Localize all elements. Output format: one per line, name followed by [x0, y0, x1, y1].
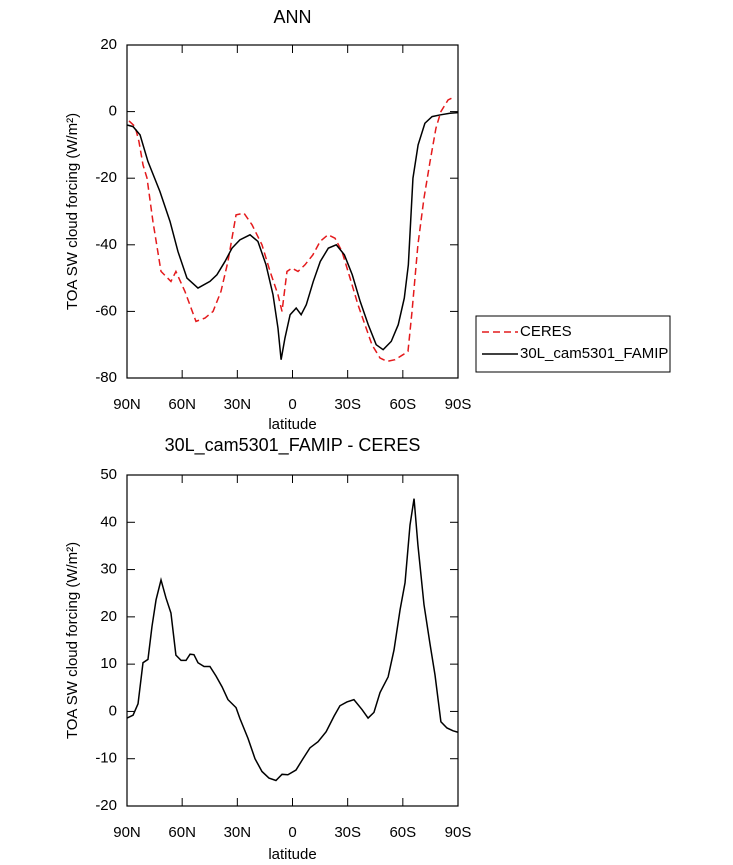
y-tick-label: -10: [95, 750, 117, 767]
data-line: [126, 111, 459, 360]
plot-frame: [126, 474, 459, 807]
y-tick-label: 10: [100, 655, 117, 672]
chart-title: 30L_cam5301_FAMIP - CERES: [165, 435, 421, 456]
y-tick-label: 30: [100, 561, 117, 578]
x-tick-label: 90S: [445, 824, 472, 841]
plot-frame: [126, 44, 459, 379]
x-axis-label: latitude: [268, 846, 316, 863]
legend: CERES 30L_cam5301_FAMIP: [475, 315, 671, 373]
x-tick-label: 90N: [113, 396, 141, 413]
x-tick-label: 90S: [445, 396, 472, 413]
y-tick-label: -40: [95, 236, 117, 253]
y-tick-label: -80: [95, 369, 117, 386]
plot: 30L_cam5301_FAMIP - CERES latitude TOA SW …: [64, 435, 471, 863]
x-tick-label: 0: [288, 396, 296, 413]
y-tick-label: 20: [100, 36, 117, 53]
y-tick-label: -20: [95, 169, 117, 186]
x-tick-label: 30N: [224, 396, 252, 413]
x-tick-label: 60N: [168, 824, 196, 841]
legend-label: 30L_cam5301_FAMIP: [520, 345, 668, 362]
y-tick-label: 0: [109, 103, 117, 120]
y-tick-label: -60: [95, 302, 117, 319]
y-axis-label: TOA SW cloud forcing (W/m²): [64, 113, 81, 310]
x-tick-label: 30S: [334, 396, 361, 413]
y-tick-label: -20: [95, 797, 117, 814]
y-tick-label: 20: [100, 608, 117, 625]
x-tick-label: 60S: [389, 396, 416, 413]
x-tick-label: 60S: [389, 824, 416, 841]
y-axis-label: TOA SW cloud forcing (W/m²): [64, 542, 81, 739]
x-tick-label: 90N: [113, 824, 141, 841]
x-tick-label: 0: [288, 824, 296, 841]
plot: ANN latitude TOA SW cloud forcing (W/m²) -8…: [64, 7, 471, 433]
data-line: [126, 498, 459, 782]
x-tick-label: 60N: [168, 396, 196, 413]
chart-title: ANN: [273, 7, 311, 27]
y-tick-label: 50: [100, 466, 117, 483]
legend-label: CERES: [520, 323, 572, 340]
x-tick-label: 30S: [334, 824, 361, 841]
y-tick-label: 40: [100, 513, 117, 530]
x-tick-label: 30N: [224, 824, 252, 841]
legend-box: [475, 315, 671, 373]
x-axis-label: latitude: [268, 416, 316, 433]
data-line: [128, 95, 456, 363]
y-tick-label: 0: [109, 702, 117, 719]
